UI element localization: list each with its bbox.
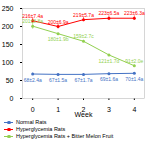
svg-text:150: 150	[2, 41, 14, 48]
svg-text:0: 0	[31, 106, 35, 113]
svg-text:1: 1	[56, 106, 60, 113]
svg-text:223±6.3a: 223±6.3a	[124, 10, 145, 16]
svg-text:159±2.7c: 159±2.7c	[73, 33, 94, 39]
svg-text:0: 0	[10, 95, 14, 102]
svg-text:100: 100	[2, 59, 14, 66]
svg-text:3: 3	[107, 106, 111, 113]
svg-text:121±1.7d: 121±1.7d	[99, 57, 120, 63]
svg-text:223±6.5a: 223±6.5a	[99, 10, 120, 16]
svg-text:216±7.4a: 216±7.4a	[22, 12, 44, 19]
svg-text:67±1.7a: 67±1.7a	[74, 77, 92, 83]
svg-text:250: 250	[2, 5, 14, 12]
svg-text:4: 4	[132, 106, 136, 113]
svg-text:68±2.4a: 68±2.4a	[24, 77, 42, 83]
html-text:Normal Rats: Normal Rats	[16, 119, 47, 125]
svg-text:219±5.7a: 219±5.7a	[73, 12, 94, 18]
svg-text:200±6.9a: 200±6.9a	[48, 19, 69, 25]
svg-text:Week: Week	[75, 111, 93, 118]
svg-text:201±8.8a: 201±8.8a	[22, 18, 43, 24]
svg-text:70±1.4a: 70±1.4a	[125, 76, 143, 82]
svg-text:67±1.5a: 67±1.5a	[49, 77, 67, 83]
svg-text:50: 50	[6, 77, 14, 84]
svg-text:69±1.6a: 69±1.6a	[100, 76, 118, 82]
svg-text:180±1.9b: 180±1.9b	[48, 36, 69, 42]
svg-text:91±2.0e: 91±2.0e	[125, 58, 143, 64]
html-text:Hyperglycemia Rats: Hyperglycemia Rats	[16, 126, 66, 132]
svg-text:200: 200	[2, 23, 14, 30]
html-text:Hyperglycemia Rats + Bitter Me: Hyperglycemia Rats + Bitter Melon Fruit	[16, 133, 114, 139]
